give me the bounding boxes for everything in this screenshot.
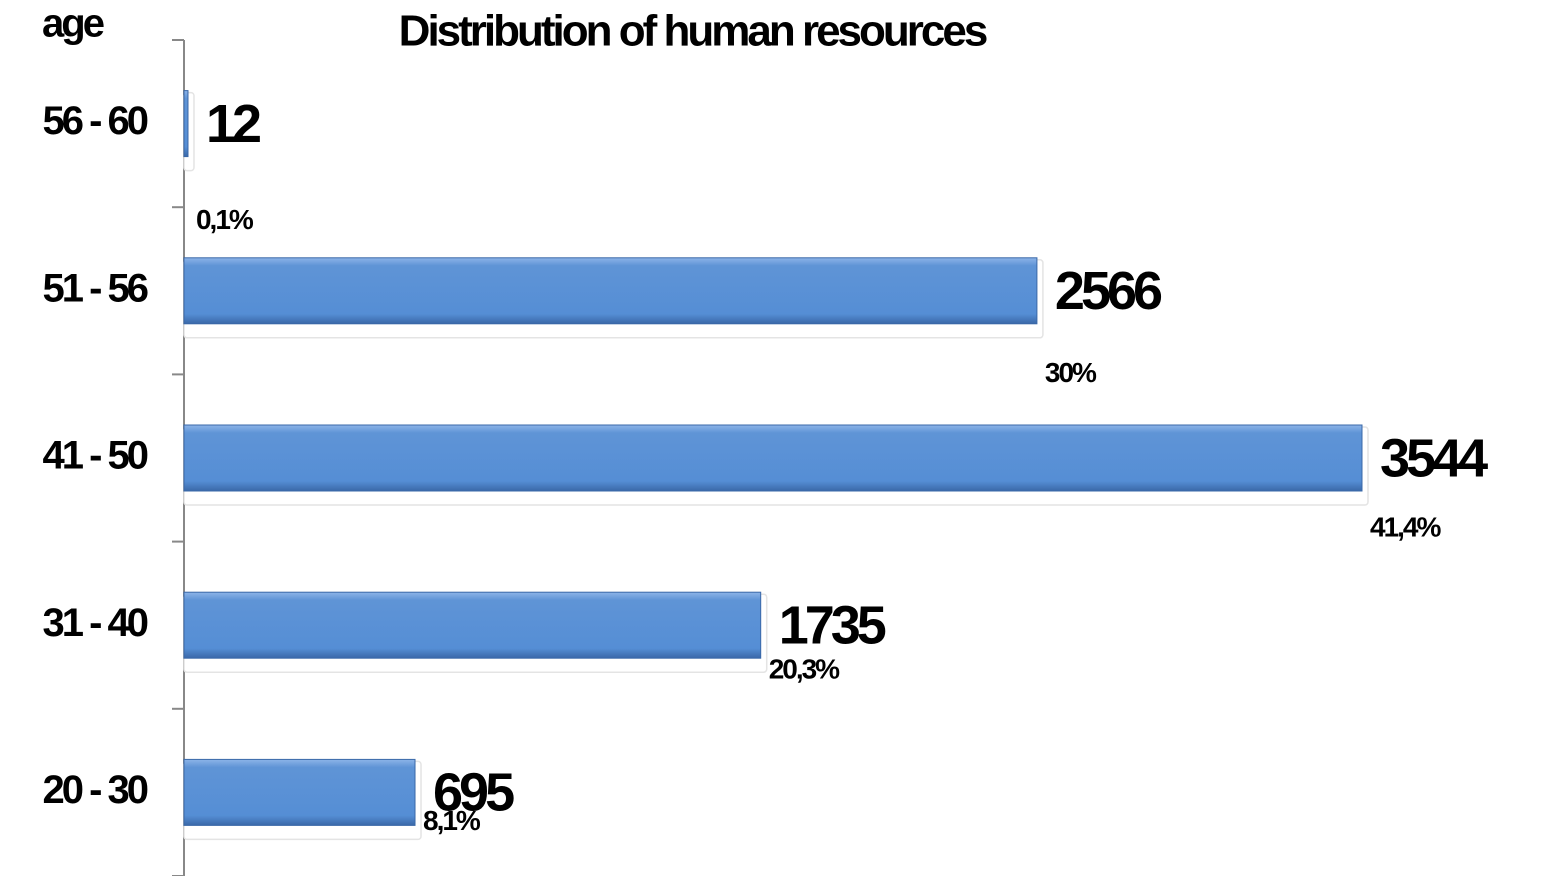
bar (183, 257, 1038, 325)
percent-label: 20,3% (769, 654, 840, 685)
chart-title: Distribution of human resources (399, 7, 987, 56)
y-tick-label: 51 - 56 (42, 266, 147, 310)
y-tick-label: 56 - 60 (42, 99, 147, 143)
percent-label: 41,4% (1370, 511, 1441, 542)
value-label: 1735 (779, 595, 886, 655)
percent-label: 0,1% (196, 204, 254, 235)
bar (183, 591, 762, 659)
y-tick-label: 20 - 30 (42, 768, 147, 812)
axis-title: age (42, 2, 104, 46)
percent-label: 30% (1045, 357, 1097, 388)
bar (183, 424, 1363, 492)
bar (183, 758, 416, 826)
y-tick-label: 41 - 50 (42, 434, 147, 478)
y-tick-label: 31 - 40 (42, 601, 147, 645)
value-label: 695 (433, 763, 514, 823)
percent-label: 8,1% (423, 805, 481, 836)
value-label: 2566 (1055, 261, 1162, 321)
bar (183, 90, 189, 158)
value-label: 3544 (1380, 428, 1488, 488)
value-label: 12 (206, 94, 260, 154)
